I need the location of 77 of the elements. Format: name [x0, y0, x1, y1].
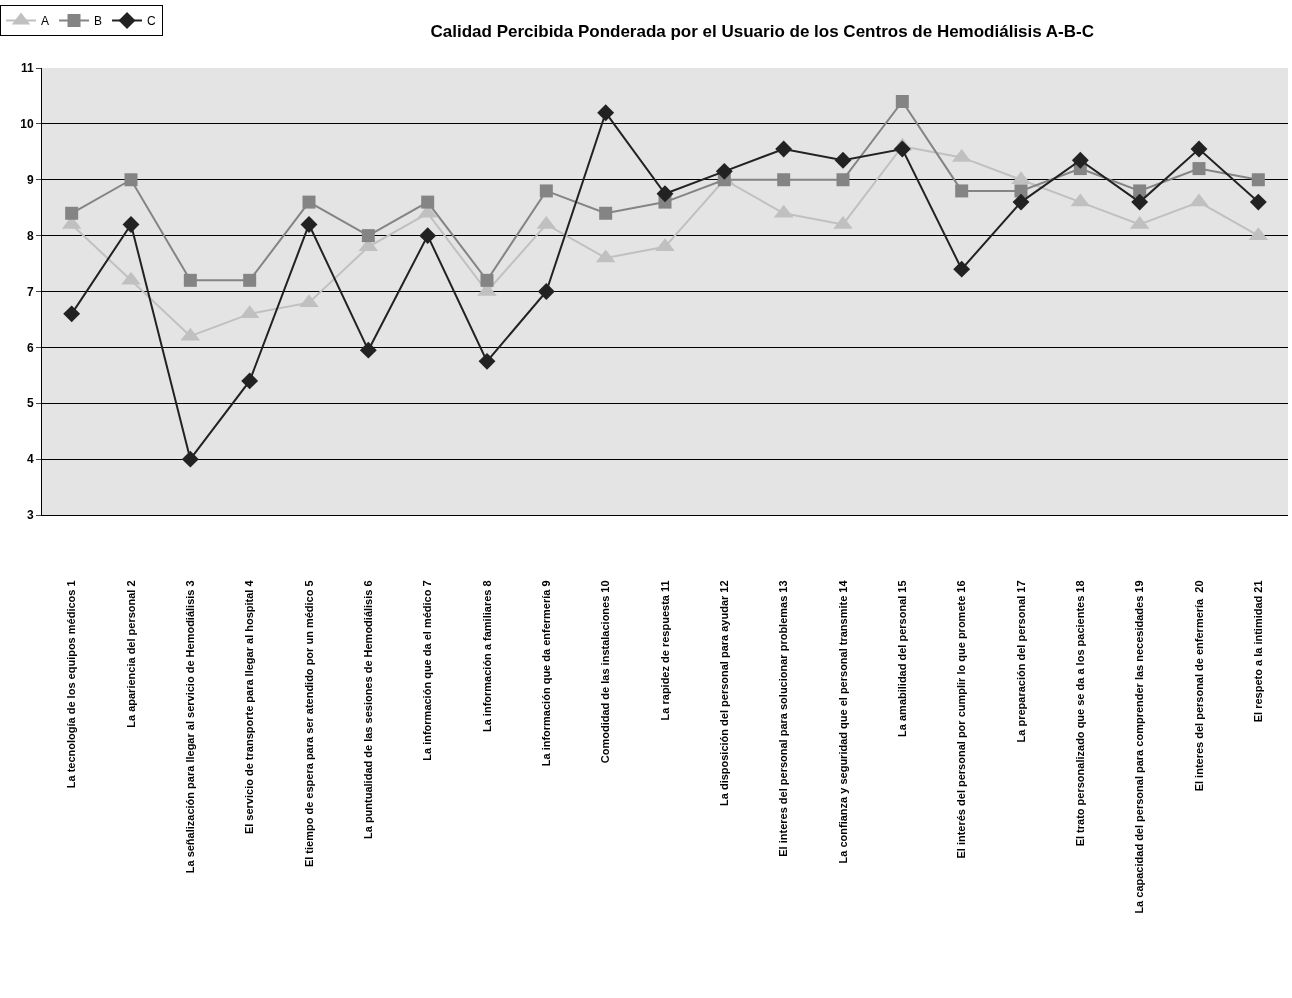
- x-tick-label: La apariencia del personal 2: [124, 580, 137, 728]
- point: [65, 206, 79, 220]
- y-tick-label: 10: [20, 117, 34, 132]
- point: [121, 271, 141, 285]
- legend-label: B: [94, 14, 103, 29]
- y-tick-label: 7: [26, 284, 34, 299]
- point: [63, 305, 81, 323]
- y-tick-label: 8: [26, 228, 34, 243]
- point: [181, 450, 199, 468]
- point: [1192, 162, 1206, 176]
- y-tick-label: 4: [26, 452, 34, 467]
- point: [359, 341, 377, 359]
- y-tick-label: 9: [26, 172, 34, 187]
- point: [241, 372, 259, 390]
- x-tick-label: El interés del personal por cumplir lo que promete 16: [955, 580, 968, 859]
- x-tick-label: El interes del personal de enfermería 20: [1192, 580, 1205, 792]
- x-tick-label: El respeto a la intimidad 21: [1251, 580, 1264, 723]
- point: [302, 195, 316, 209]
- point: [1014, 184, 1028, 198]
- point: [419, 227, 437, 245]
- x-tick-label: El interes del personal para solucionar problemas 13: [777, 580, 790, 857]
- x-tick-label: La información que da enfermería 9: [539, 580, 552, 767]
- y-tick-label: 3: [26, 508, 34, 523]
- point: [656, 185, 674, 203]
- point: [833, 215, 853, 229]
- point: [597, 104, 615, 122]
- point: [836, 173, 850, 187]
- point: [599, 206, 613, 220]
- point: [895, 95, 909, 109]
- x-tick-label: La confianza y seguridad que el personal transmite 14: [836, 579, 849, 864]
- y-tick-label: 6: [26, 340, 34, 355]
- x-tick-label: Comodidad de las instalaciones 10: [599, 580, 612, 764]
- point: [183, 273, 197, 287]
- point: [1131, 193, 1149, 211]
- point: [478, 352, 496, 370]
- point: [480, 273, 494, 287]
- point: [1133, 184, 1147, 198]
- legend-label: C: [147, 14, 157, 29]
- x-tick-label: La capacidad del personal para comprender las necesidades 19: [1133, 580, 1146, 914]
- point: [1190, 140, 1208, 158]
- point: [243, 273, 257, 287]
- point: [421, 195, 435, 209]
- point: [834, 151, 852, 169]
- x-tick-label: El servicio de transporte para llegar al hospital 4: [243, 579, 256, 835]
- legend-label: A: [41, 14, 50, 29]
- point: [777, 173, 791, 187]
- x-tick-label: La disposición del personal para ayudar 12: [717, 580, 730, 806]
- point: [537, 283, 555, 300]
- x-tick-label: La señalización para llegar al servicio de Hemodiálisis 3: [183, 580, 196, 874]
- x-tick-label: La amabilidad del personal 15: [895, 580, 908, 737]
- point: [539, 184, 553, 198]
- x-tick-label: La rapidez de respuesta 11: [658, 580, 671, 721]
- x-tick-label: La puntualidad de las sesiones de Hemodiálisis 6: [361, 580, 374, 839]
- x-tick-label: El trato personalizado que se da a los pacientes 18: [1073, 580, 1086, 847]
- x-tick-label: La información a familiares 8: [480, 580, 493, 733]
- y-tick-label: 5: [26, 396, 34, 411]
- point: [361, 229, 375, 243]
- point: [775, 140, 793, 158]
- x-tick-label: La tecnología de los equipos médicos 1: [65, 580, 78, 789]
- point: [300, 216, 318, 233]
- point: [1249, 193, 1267, 211]
- point: [715, 162, 733, 180]
- x-tick-label: La preparación del personal 17: [1014, 580, 1027, 743]
- point: [1071, 151, 1089, 169]
- point: [655, 238, 675, 252]
- point: [953, 260, 971, 278]
- point: [1189, 193, 1209, 207]
- point: [955, 184, 969, 198]
- x-tick-label: El tiempo de espera para ser atendido por un médico 5: [302, 580, 315, 868]
- chart-title: Calidad Percibida Ponderada por el Usuario de los Centros de Hemodiálisis A-B-C: [430, 21, 1095, 41]
- point: [1251, 173, 1265, 187]
- x-tick-label: La información que da el médico 7: [421, 580, 434, 761]
- point: [893, 140, 911, 158]
- point: [1012, 193, 1030, 211]
- point: [122, 216, 140, 233]
- point: [124, 173, 138, 187]
- y-tick-label: 11: [20, 61, 34, 76]
